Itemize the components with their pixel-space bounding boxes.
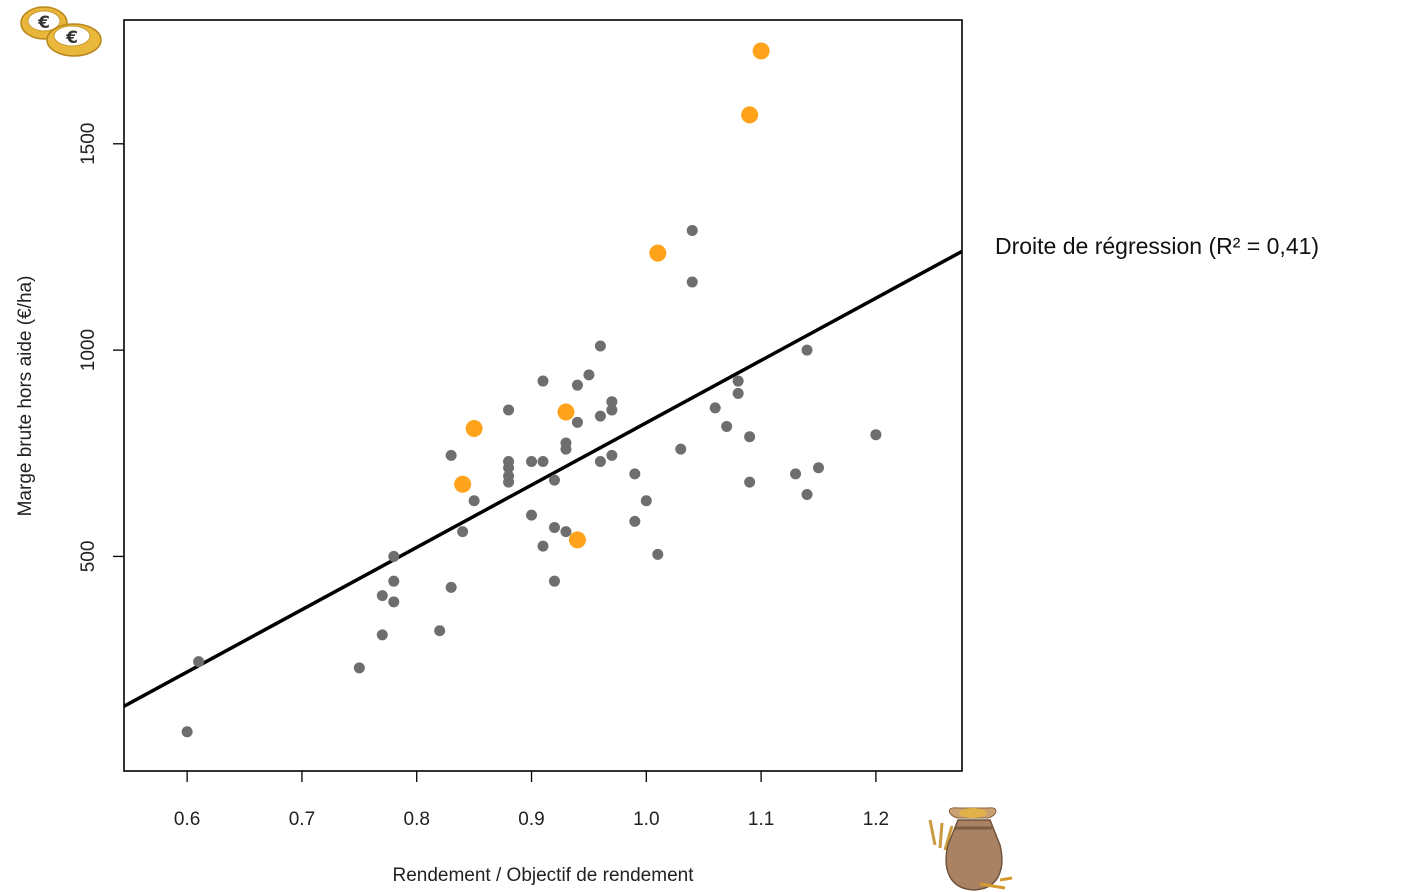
data-point	[709, 402, 721, 414]
data-point	[353, 662, 365, 674]
x-axis-title: Rendement / Objectif de rendement	[392, 865, 694, 886]
data-point	[606, 404, 618, 416]
highlight-point	[568, 531, 586, 549]
svg-text:€: €	[65, 28, 78, 48]
highlight-point	[752, 42, 770, 60]
data-point	[801, 489, 813, 501]
data-point	[548, 522, 560, 534]
data-point	[548, 575, 560, 587]
data-point	[721, 420, 733, 432]
grain-sack-icon	[928, 807, 1013, 891]
data-point	[813, 462, 825, 474]
data-point	[526, 509, 538, 521]
x-tick-label: 0.8	[404, 809, 430, 830]
data-point	[560, 437, 572, 449]
data-point	[376, 629, 388, 641]
x-tick-label: 1.1	[748, 809, 774, 830]
data-point	[537, 540, 549, 552]
x-axis: 0.6 0.7 0.8 0.9 1.0 1.1 1.2	[174, 771, 889, 830]
data-point	[790, 468, 802, 480]
y-tick-label: 1000	[78, 329, 99, 371]
data-point	[388, 596, 400, 608]
x-tick-label: 1.2	[863, 809, 889, 830]
data-point	[594, 340, 606, 352]
x-tick-label: 0.7	[289, 809, 315, 830]
data-point	[594, 410, 606, 422]
data-point	[675, 443, 687, 455]
data-point	[434, 625, 446, 637]
regression-annotation: Droite de régression (R² = 0,41)	[995, 233, 1319, 259]
data-point	[801, 344, 813, 356]
data-point	[503, 404, 515, 416]
plot-area	[123, 19, 963, 772]
y-tick-label: 500	[78, 541, 99, 573]
regression-layer	[123, 249, 963, 708]
data-point	[503, 456, 515, 468]
data-point	[594, 456, 606, 468]
data-point	[629, 515, 641, 527]
data-point	[571, 379, 583, 391]
data-point	[537, 375, 549, 387]
data-point	[732, 375, 744, 387]
svg-text:€: €	[37, 13, 50, 33]
data-point	[744, 431, 756, 443]
data-point	[503, 470, 515, 482]
data-point	[445, 449, 457, 461]
highlight-point	[454, 475, 472, 493]
data-point	[629, 468, 641, 480]
data-point	[526, 456, 538, 468]
data-point	[388, 575, 400, 587]
highlight-point	[649, 244, 667, 262]
data-point	[732, 387, 744, 399]
highlight-point	[465, 420, 483, 438]
data-point	[571, 416, 583, 428]
data-point	[181, 726, 193, 738]
y-tick-label: 1500	[78, 123, 99, 165]
data-point	[537, 456, 549, 468]
data-point	[445, 581, 457, 593]
data-point	[640, 495, 652, 507]
highlight-point	[557, 403, 575, 421]
euro-coins-icon: € €	[20, 6, 102, 57]
data-point	[606, 449, 618, 461]
x-tick-label: 0.9	[518, 809, 544, 830]
data-point	[548, 474, 560, 486]
data-point	[388, 550, 400, 562]
data-point	[376, 590, 388, 602]
data-point	[457, 526, 469, 538]
regression-line	[123, 249, 963, 708]
data-point	[560, 526, 572, 538]
data-point	[744, 476, 756, 488]
data-point	[583, 369, 595, 381]
y-axis-title: Marge brute hors aide (€/ha)	[15, 276, 36, 517]
points-layer	[181, 42, 882, 738]
highlight-point	[741, 106, 759, 124]
data-point	[686, 276, 698, 288]
data-point	[606, 396, 618, 408]
data-point	[652, 548, 664, 560]
data-point	[870, 429, 882, 441]
data-point	[686, 224, 698, 236]
plot-frame	[123, 19, 963, 772]
x-tick-label: 0.6	[174, 809, 200, 830]
data-point	[193, 656, 205, 668]
x-tick-label: 1.0	[633, 809, 659, 830]
y-axis: 500 1000 1500	[78, 123, 124, 573]
data-point	[468, 495, 480, 507]
